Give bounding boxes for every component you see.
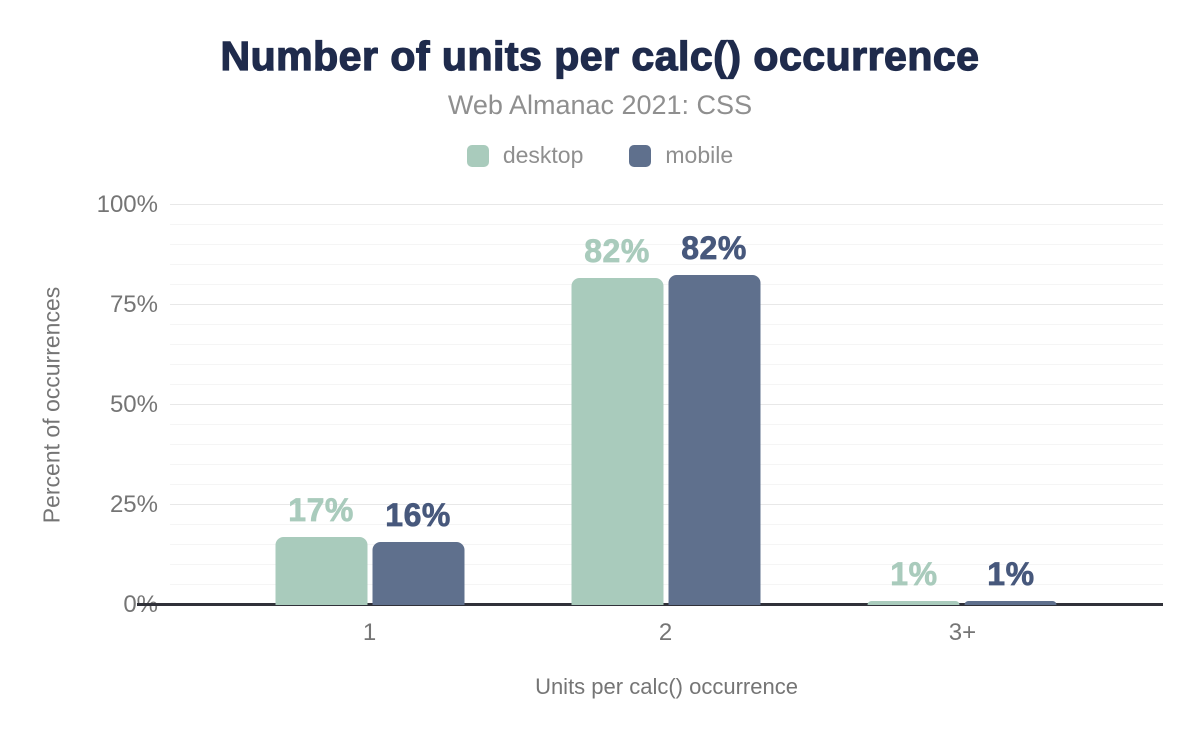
bar-column-desktop-1: 17% — [275, 492, 368, 605]
bar-mobile-3+ — [964, 601, 1057, 605]
gridline-minor — [170, 464, 1163, 465]
bar-column-mobile-1: 16% — [372, 496, 465, 605]
gridline-minor — [170, 524, 1163, 525]
y-tick-label: 50% — [109, 391, 158, 418]
bar-group-3+: 1% 1% — [867, 556, 1057, 605]
bar-group-2: 82% 82% — [571, 232, 760, 605]
gridline-major — [170, 204, 1163, 205]
bar-column-desktop-2: 82% — [571, 232, 663, 605]
gridline-major — [170, 504, 1163, 505]
gridline-minor — [170, 264, 1163, 265]
gridline-minor — [170, 284, 1163, 285]
legend-item-mobile: mobile — [629, 142, 733, 169]
legend-label-desktop: desktop — [502, 142, 584, 168]
gridline-minor — [170, 544, 1163, 545]
gridline-major — [170, 404, 1163, 405]
gridline-minor — [170, 384, 1163, 385]
gridline-minor — [170, 364, 1163, 365]
gridline-minor — [170, 424, 1163, 425]
value-label-desktop-2: 82% — [584, 232, 650, 269]
bar-group-1: 17% 16% — [275, 492, 465, 605]
legend-item-desktop: desktop — [466, 142, 584, 169]
legend-swatch-mobile — [629, 144, 652, 167]
y-tick-label: 75% — [109, 291, 158, 318]
value-label-desktop-3+: 1% — [890, 556, 938, 593]
value-label-mobile-1: 16% — [385, 496, 451, 533]
chart-subtitle: Web Almanac 2021: CSS — [447, 90, 753, 120]
y-tick-label: 100% — [96, 191, 158, 218]
gridline-minor — [170, 224, 1163, 225]
bar-desktop-3+ — [867, 601, 960, 605]
gridline-minor — [170, 244, 1163, 245]
bar-column-desktop-3+: 1% — [867, 556, 960, 605]
bar-column-mobile-3+: 1% — [964, 556, 1057, 605]
legend-label-mobile: mobile — [665, 142, 734, 168]
gridline-minor — [170, 584, 1163, 585]
bar-mobile-2 — [668, 275, 760, 605]
gridline-minor — [170, 444, 1163, 445]
gridline-minor — [170, 484, 1163, 485]
legend: desktop mobile — [0, 142, 1200, 169]
chart-title: Number of units per calc() occurrence — [220, 32, 980, 79]
value-label-mobile-2: 82% — [681, 230, 747, 266]
y-tick-label: 25% — [109, 491, 158, 518]
bar-column-mobile-2: 82% — [668, 232, 760, 605]
gridline-minor — [170, 344, 1163, 345]
gridline-major — [170, 304, 1163, 305]
gridline-minor — [170, 564, 1163, 565]
bar-desktop-1 — [275, 537, 368, 605]
x-tick-label-1: 1 — [362, 619, 377, 646]
legend-swatch-desktop — [466, 144, 489, 167]
y-axis-tick-labels: 0% 25% 50% 75% 100% — [0, 0, 158, 742]
gridline-minor — [170, 324, 1163, 325]
bar-desktop-2 — [571, 277, 663, 605]
y-tick-label: 0% — [123, 591, 158, 618]
x-axis-title: Units per calc() occurrence — [535, 674, 798, 699]
value-label-desktop-1: 17% — [288, 492, 354, 529]
x-tick-label-3+: 3+ — [948, 619, 977, 646]
value-label-mobile-3+: 1% — [987, 556, 1035, 593]
bar-mobile-1 — [372, 541, 465, 605]
x-tick-label-2: 2 — [658, 619, 673, 646]
plot-area: 17% 16% 1 82% 82% 2 1% 1% 3+ — [137, 204, 1163, 646]
